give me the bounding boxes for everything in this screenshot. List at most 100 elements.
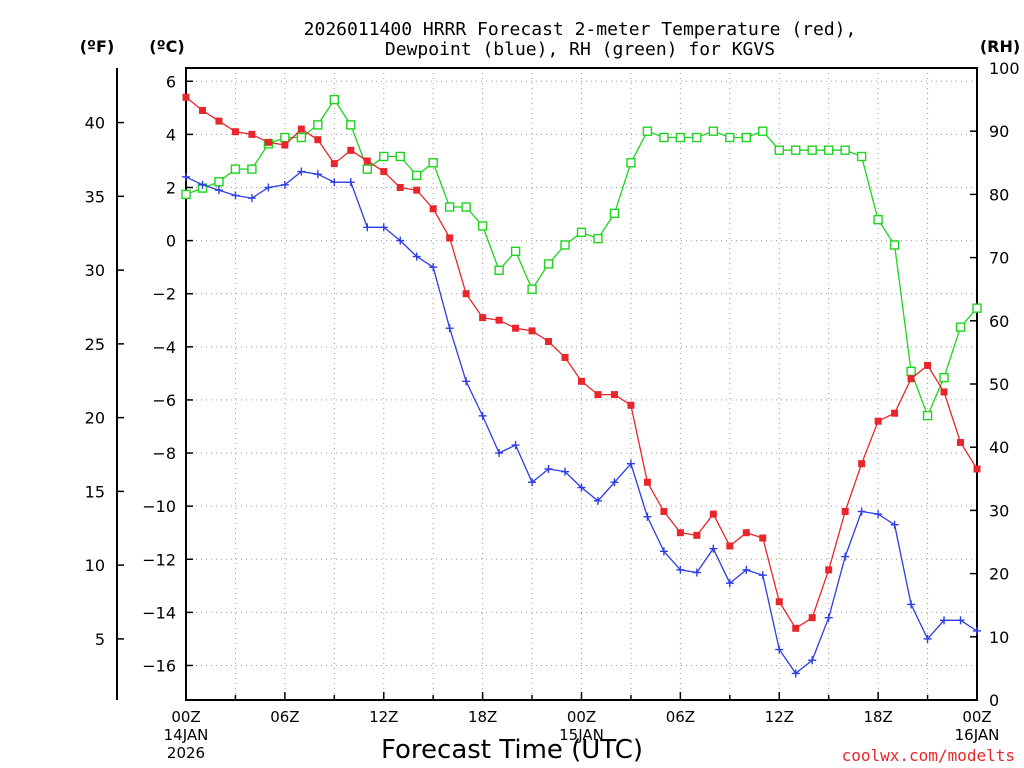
rh-point <box>346 120 356 130</box>
dewpoint-point <box>874 510 883 519</box>
dewpoint-point <box>973 626 981 635</box>
dewpoint-point <box>709 544 718 553</box>
celsius-tick-label: −12 <box>142 550 176 569</box>
rh-point <box>181 189 191 200</box>
rh-axis: 0 10 20 30 40 50 60 70 80 90 100 <box>970 59 1020 710</box>
rh-point <box>725 132 735 143</box>
temperature-point <box>281 141 289 149</box>
celsius-tick-label: 2 <box>166 178 176 197</box>
temperature-point <box>561 353 569 361</box>
temperature-point <box>627 401 635 409</box>
dewpoint-point <box>923 634 932 643</box>
rh-tick-label: 90 <box>989 122 1009 141</box>
rh-point <box>626 158 636 168</box>
rh-point <box>873 214 883 225</box>
dewpoint-point <box>808 656 817 665</box>
dewpoint-point <box>379 223 388 232</box>
date-label: 14JAN <box>164 726 209 744</box>
dewpoint-point <box>313 170 322 179</box>
rh-point <box>708 126 719 136</box>
rh-point <box>692 132 702 143</box>
temperature-point <box>924 361 932 369</box>
temperature-point <box>363 157 371 165</box>
temperature-point <box>215 117 223 125</box>
rh-point <box>313 120 323 130</box>
temperature-series <box>182 93 981 632</box>
temperature-point <box>314 136 322 144</box>
temperature-point <box>726 542 734 550</box>
dewpoint-point <box>495 449 504 458</box>
temperature-point <box>545 338 553 346</box>
dewpoint-point <box>742 565 751 574</box>
dewpoint-point <box>412 252 421 261</box>
time-tick-label: 12Z <box>369 708 398 726</box>
dewpoint-point <box>610 478 619 487</box>
celsius-tick-label: −16 <box>142 656 176 675</box>
celsius-tick-label: −2 <box>152 285 176 304</box>
temperature-point <box>413 186 421 194</box>
rh-point <box>659 132 669 143</box>
time-tick-label: 06Z <box>270 708 299 726</box>
dewpoint-point <box>841 552 850 561</box>
temperature-point <box>528 327 536 335</box>
rh-point <box>379 151 389 162</box>
dewpoint-point <box>692 568 701 577</box>
temperature-point <box>495 316 503 324</box>
dewpoint-point <box>363 223 372 232</box>
dewpoint-point <box>725 579 734 588</box>
rh-point <box>296 132 307 143</box>
rh-point <box>791 145 801 155</box>
dewpoint-point <box>429 263 438 272</box>
temperature-point <box>462 290 470 298</box>
rh-point <box>247 164 257 174</box>
temperature-point <box>891 409 899 417</box>
rh-tick-label: 60 <box>989 312 1009 331</box>
temperature-point <box>330 160 338 168</box>
temperature-point <box>231 128 239 136</box>
temperature-point <box>973 465 981 473</box>
celsius-axis: 6 4 2 0 −2 −4 −6 −8 −10 −12 −14 −16 <box>142 72 193 675</box>
dewpoint-point <box>659 547 668 556</box>
rh-tick-label: 80 <box>989 185 1009 204</box>
fahrenheit-tick-label: 5 <box>95 630 105 649</box>
dewpoint-point <box>264 183 273 192</box>
rh-unit-label: (RH) <box>980 37 1020 56</box>
temperature-point <box>940 388 948 396</box>
dewpoint-point <box>544 464 553 473</box>
temperature-point <box>957 438 965 446</box>
rh-point <box>939 372 949 383</box>
fahrenheit-tick-label: 20 <box>85 409 105 428</box>
year-label: 2026 <box>167 744 205 762</box>
rh-point <box>906 366 916 377</box>
time-tick-label: 00Z <box>171 708 200 726</box>
dewpoint-point <box>280 180 289 189</box>
dewpoint-point <box>396 236 405 245</box>
chart-title-line2: Dewpoint (blue), RH (green) for KGVS <box>385 39 775 60</box>
rh-point <box>362 164 372 174</box>
dewpoint-point <box>907 600 916 609</box>
rh-tick-label: 20 <box>989 565 1009 584</box>
dewpoint-point <box>247 194 256 203</box>
rh-point <box>230 164 241 174</box>
time-tick-label: 00Z <box>962 708 991 726</box>
rh-point <box>461 202 471 212</box>
rh-point <box>560 240 570 250</box>
dewpoint-point <box>297 167 306 176</box>
dewpoint-point <box>857 507 866 516</box>
rh-point <box>889 240 900 250</box>
fahrenheit-tick-label: 40 <box>85 114 105 133</box>
fahrenheit-tick-label: 15 <box>85 482 105 501</box>
temperature-point <box>676 529 684 537</box>
time-tick-label: 06Z <box>666 708 695 726</box>
rh-point <box>593 233 603 244</box>
dewpoint-point <box>758 571 767 580</box>
celsius-tick-label: 0 <box>166 232 176 251</box>
rh-point <box>972 303 982 313</box>
celsius-tick-label: −4 <box>152 338 176 357</box>
temperature-point <box>907 375 915 383</box>
rh-tick-label: 30 <box>989 501 1009 520</box>
rh-point <box>840 145 850 155</box>
temperature-point <box>874 417 882 425</box>
rh-point <box>428 158 438 168</box>
rh-point <box>329 94 340 105</box>
